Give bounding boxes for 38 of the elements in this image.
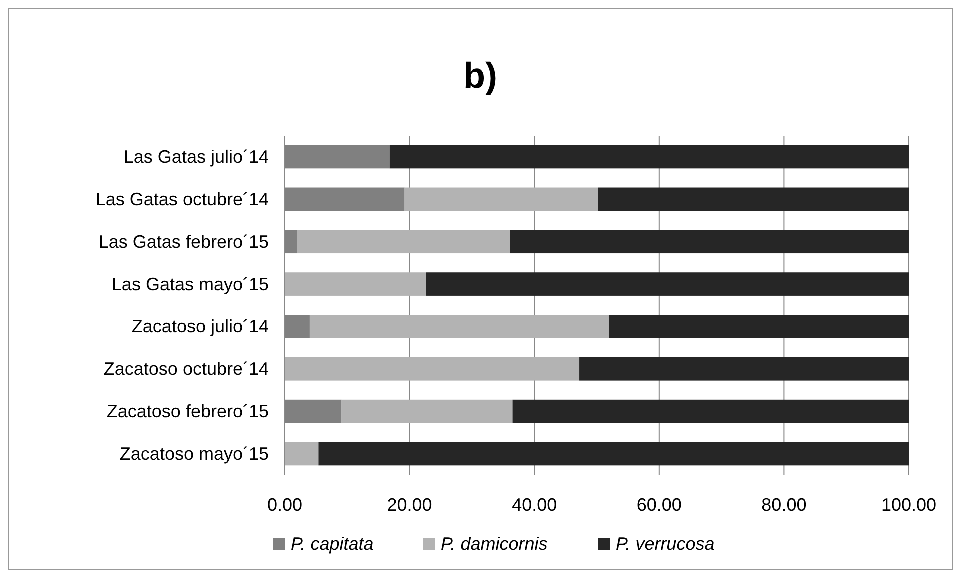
bar — [598, 188, 909, 212]
bar — [318, 442, 909, 466]
chart-title: b) — [464, 55, 498, 96]
legend-label: P. capitata — [291, 534, 374, 554]
y-tick-label: Las Gatas mayo´15 — [112, 274, 269, 294]
bar — [390, 145, 909, 169]
y-tick-label: Las Gatas octubre´14 — [96, 189, 269, 210]
bar — [285, 442, 319, 466]
y-tick-label: Zacatoso julio´14 — [132, 316, 269, 337]
x-tick-label: 40.00 — [512, 495, 558, 515]
bar — [285, 230, 298, 254]
x-tick-label: 20.00 — [387, 495, 432, 515]
y-tick-label: Zacatoso octubre´14 — [104, 359, 269, 380]
bar — [285, 400, 342, 424]
bar — [297, 230, 510, 254]
y-tick-label: Las Gatas julio´14 — [124, 147, 269, 167]
y-tick-label: Zacatoso mayo´15 — [120, 444, 269, 464]
bar — [285, 145, 390, 169]
bar — [285, 315, 310, 338]
bar — [426, 272, 909, 296]
legend-label: P. damicornis — [441, 534, 548, 554]
bar — [285, 272, 426, 296]
legend-label: P. verrucosa — [616, 534, 715, 554]
bar — [404, 188, 598, 212]
y-tick-label: Las Gatas febrero´15 — [98, 232, 269, 252]
bar — [609, 315, 909, 338]
bar — [510, 230, 909, 254]
bar — [285, 357, 580, 381]
y-tick-label: Zacatoso febrero´15 — [106, 402, 269, 422]
x-tick-label: 0.00 — [267, 495, 303, 515]
bar — [285, 188, 405, 212]
x-tick-label: 100.00 — [881, 495, 937, 515]
x-tick-label: 60.00 — [636, 495, 682, 515]
bar — [342, 400, 513, 424]
x-tick-label: 80.00 — [762, 495, 807, 515]
bar — [580, 357, 909, 381]
bar — [512, 400, 909, 424]
bar — [310, 315, 610, 338]
